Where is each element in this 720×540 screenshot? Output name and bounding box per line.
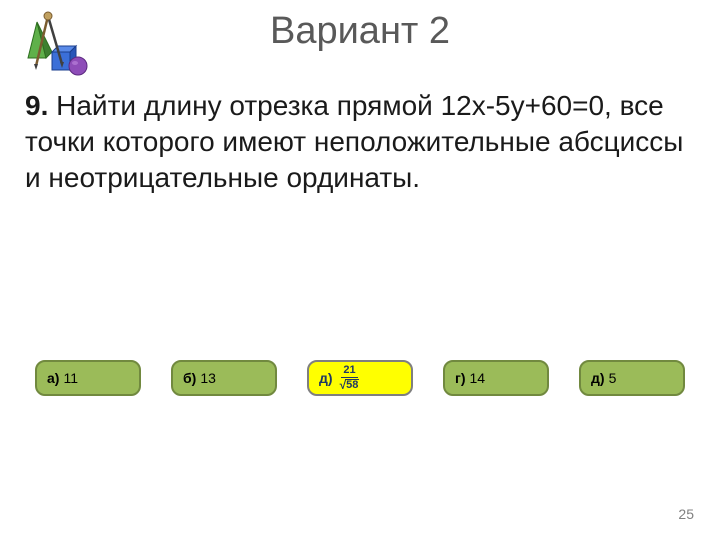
question-body: Найти длину отрезка прямой 12х-5у+60=0, …	[25, 90, 683, 193]
answer-value: 14	[470, 370, 486, 386]
answer-letter: а)	[47, 370, 59, 386]
question-number: 9.	[25, 90, 48, 121]
fraction-icon: 21 √58	[340, 365, 360, 391]
answer-value: 13	[200, 370, 216, 386]
question-text: 9. Найти длину отрезка прямой 12х-5у+60=…	[25, 88, 695, 195]
answer-option-v-highlighted[interactable]: д) 21 √58	[307, 360, 413, 396]
fraction-denominator: √58	[340, 378, 360, 391]
answer-value: 11	[63, 370, 78, 386]
geometry-logo-icon	[18, 8, 90, 80]
answer-letter: б)	[183, 370, 196, 386]
answer-option-g[interactable]: г) 14	[443, 360, 549, 396]
answer-value: 5	[609, 370, 617, 386]
fraction-numerator: 21	[341, 365, 357, 378]
answer-option-b[interactable]: б) 13	[171, 360, 277, 396]
answers-row: а) 11 б) 13 д) 21 √58 г) 14 д) 5	[0, 360, 720, 396]
answer-option-d[interactable]: д) 5	[579, 360, 685, 396]
page-number: 25	[678, 506, 694, 522]
answer-letter: г)	[455, 370, 466, 386]
answer-option-a[interactable]: а) 11	[35, 360, 141, 396]
answer-letter: д)	[319, 370, 333, 386]
slide-title: Вариант 2	[0, 0, 720, 53]
answer-letter: д)	[591, 370, 605, 386]
